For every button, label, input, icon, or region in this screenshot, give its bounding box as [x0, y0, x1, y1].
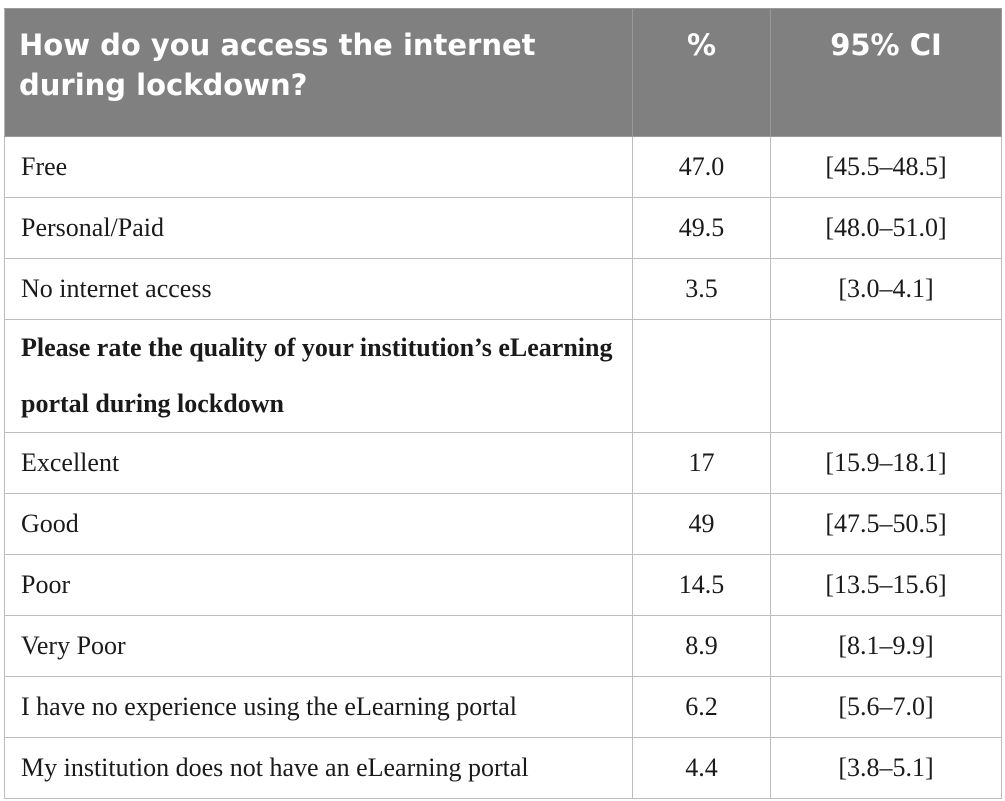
row-label: Personal/Paid [4, 197, 633, 259]
row-label: Good [4, 493, 633, 555]
row-percent: 6.2 [632, 676, 771, 738]
row-ci: [5.6–7.0] [770, 676, 1002, 738]
row-percent: 49 [632, 493, 771, 555]
table-row: No internet access 3.5 [3.0–4.1] [4, 258, 1002, 320]
header-percent: % [632, 8, 771, 137]
header-ci: 95% CI [770, 8, 1002, 137]
table-header: How do you access the internet during lo… [4, 8, 1002, 137]
row-percent [632, 319, 771, 433]
table-row: Poor 14.5 [13.5–15.6] [4, 554, 1002, 616]
row-label: No internet access [4, 258, 633, 320]
header-row: How do you access the internet during lo… [4, 8, 1002, 137]
row-percent: 49.5 [632, 197, 771, 259]
table-body: Free 47.0 [45.5–48.5] Personal/Paid 49.5… [4, 136, 1002, 799]
row-ci [770, 319, 1002, 433]
row-ci: [48.0–51.0] [770, 197, 1002, 259]
row-label: Poor [4, 554, 633, 616]
table-row: My institution does not have an eLearnin… [4, 737, 1002, 799]
row-ci: [13.5–15.6] [770, 554, 1002, 616]
section-heading-row: Please rate the quality of your institut… [4, 319, 1002, 433]
header-question: How do you access the internet during lo… [4, 8, 633, 137]
row-label: My institution does not have an eLearnin… [4, 737, 633, 799]
table-row: Excellent 17 [15.9–18.1] [4, 432, 1002, 494]
row-percent: 47.0 [632, 136, 771, 198]
table-row: Personal/Paid 49.5 [48.0–51.0] [4, 197, 1002, 259]
table-row: I have no experience using the eLearning… [4, 676, 1002, 738]
table-row: Good 49 [47.5–50.5] [4, 493, 1002, 555]
row-ci: [3.8–5.1] [770, 737, 1002, 799]
row-ci: [47.5–50.5] [770, 493, 1002, 555]
row-percent: 3.5 [632, 258, 771, 320]
row-percent: 14.5 [632, 554, 771, 616]
row-label: Free [4, 136, 633, 198]
row-percent: 8.9 [632, 615, 771, 677]
survey-table: How do you access the internet during lo… [4, 8, 1002, 799]
row-label: I have no experience using the eLearning… [4, 676, 633, 738]
row-ci: [15.9–18.1] [770, 432, 1002, 494]
table-row: Free 47.0 [45.5–48.5] [4, 136, 1002, 198]
row-ci: [45.5–48.5] [770, 136, 1002, 198]
row-ci: [3.0–4.1] [770, 258, 1002, 320]
row-ci: [8.1–9.9] [770, 615, 1002, 677]
row-percent: 17 [632, 432, 771, 494]
row-percent: 4.4 [632, 737, 771, 799]
row-label: Excellent [4, 432, 633, 494]
section-heading-label: Please rate the quality of your institut… [4, 319, 633, 433]
table-row: Very Poor 8.9 [8.1–9.9] [4, 615, 1002, 677]
row-label: Very Poor [4, 615, 633, 677]
